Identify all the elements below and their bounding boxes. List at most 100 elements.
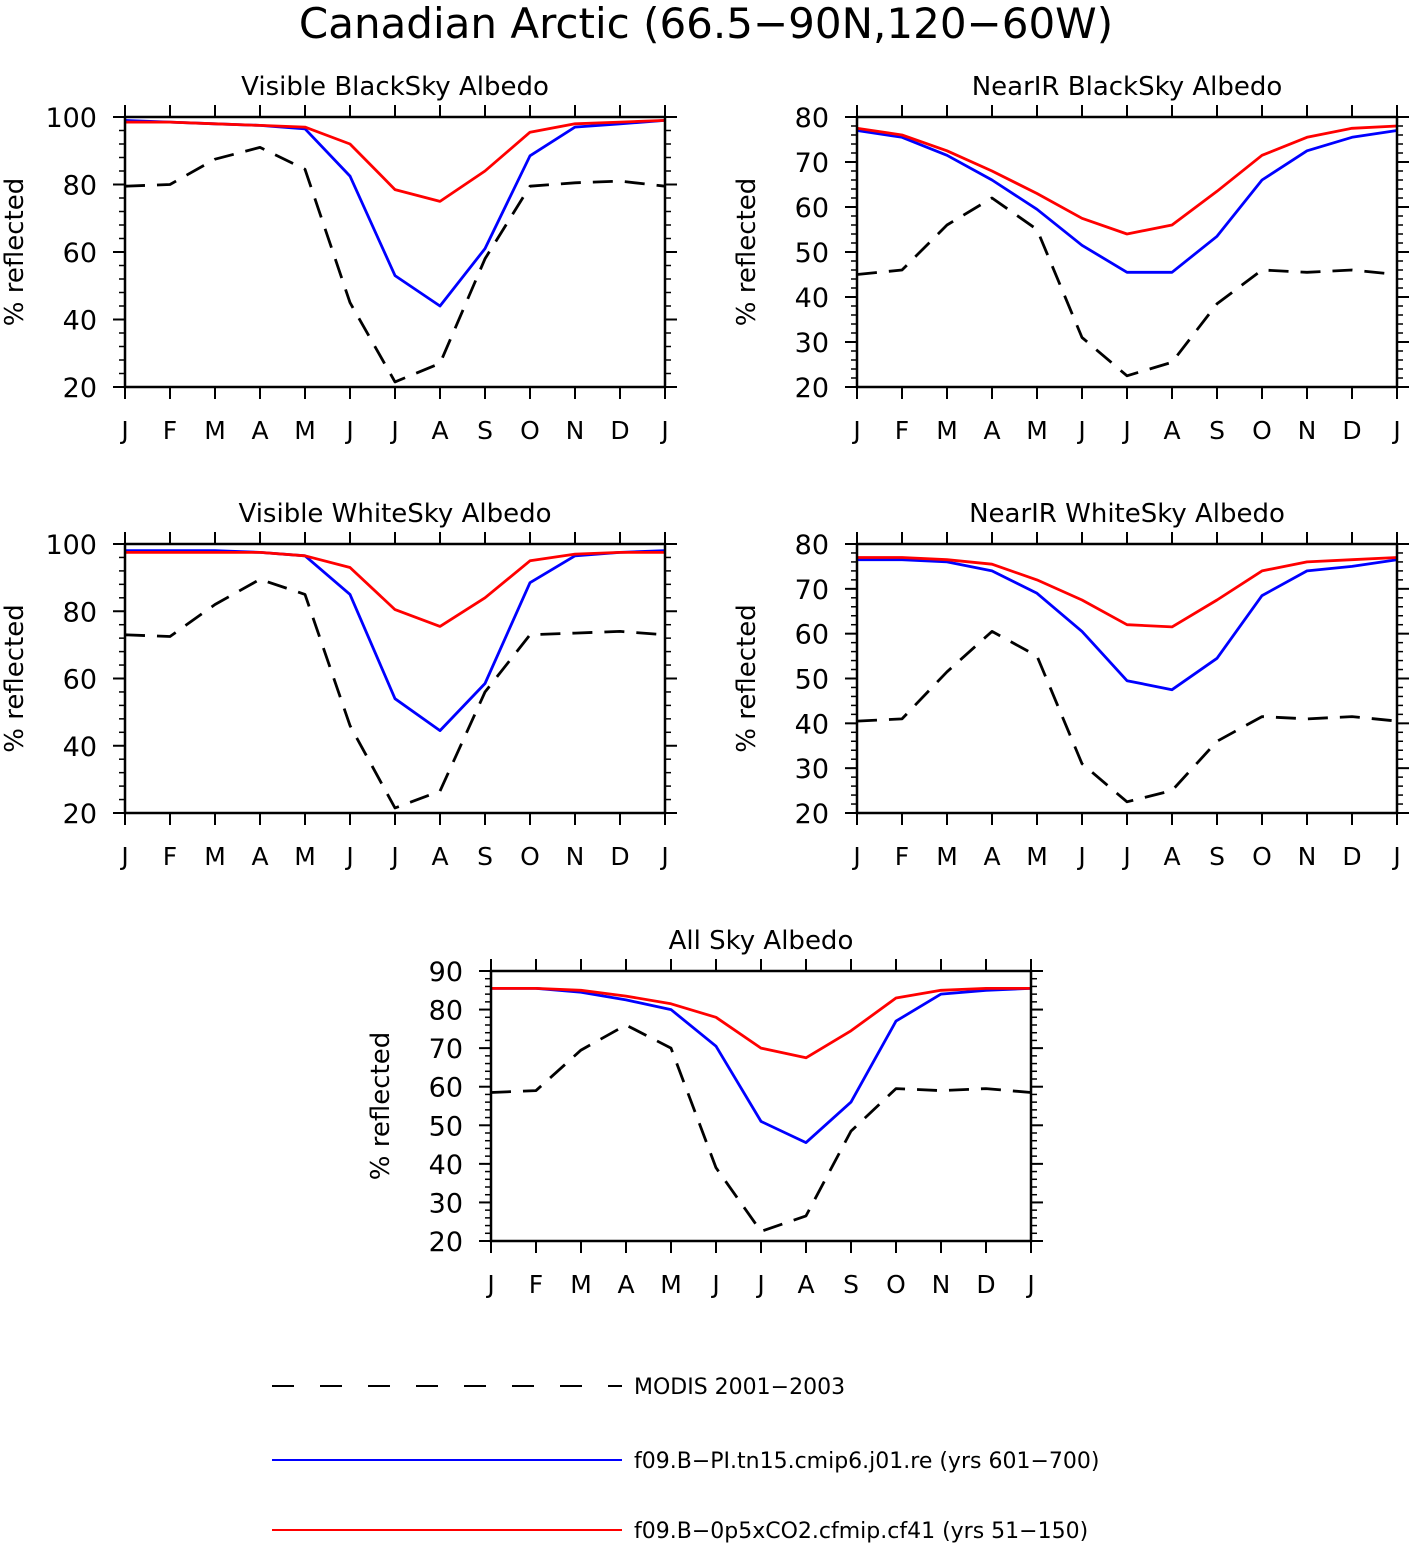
x-tick-label: O [1252, 416, 1272, 445]
x-tick-label: J [344, 842, 353, 871]
y-tick-label: 40 [795, 709, 829, 740]
x-tick-label: S [477, 416, 493, 445]
y-tick-label: 30 [795, 328, 829, 359]
y-axis-label: % reflected [366, 1032, 396, 1180]
y-tick-label: 70 [429, 1034, 463, 1065]
y-tick-label: 60 [795, 620, 829, 651]
y-tick-label: 80 [63, 171, 97, 202]
y-tick-label: 20 [429, 1227, 463, 1258]
x-tick-label: A [431, 416, 448, 445]
x-tick-label: M [936, 842, 958, 871]
chart-panel-5: All Sky Albedo % reflected 20 30 40 50 60 70 80 9… [366, 926, 1043, 1299]
y-axis-label: % reflected [732, 604, 762, 752]
y-tick-label: 30 [429, 1188, 463, 1219]
x-tick-label: A [431, 842, 448, 871]
x-tick-label: S [1209, 416, 1225, 445]
x-tick-label: O [520, 416, 540, 445]
panel-title: Visible BlackSky Albedo [241, 72, 549, 102]
y-tick-label: 70 [795, 575, 829, 606]
y-tick-label: 100 [45, 103, 97, 134]
y-tick-label: 20 [795, 373, 829, 404]
plot-frame [123, 115, 667, 389]
x-tick-label: F [895, 416, 909, 445]
x-tick-label: J [851, 842, 860, 871]
series-line-3 [856, 124, 1398, 236]
panel-title: NearIR WhiteSky Albedo [969, 499, 1285, 529]
series-line-3 [125, 119, 666, 203]
y-tick-label: 20 [63, 373, 97, 404]
legend-item-3: f09.B−0p5xCO2.cfmip.cf41 (yrs 51−150) [272, 1519, 1088, 1544]
x-tick-label: O [1252, 842, 1272, 871]
x-tick-label: S [1209, 842, 1225, 871]
series-line-2 [857, 558, 1398, 692]
x-tick-label: J [659, 842, 668, 871]
x-tick-label: J [755, 1270, 764, 1299]
y-tick-label: 60 [429, 1073, 463, 1104]
x-tick-label: F [163, 416, 177, 445]
y-tick-label: 40 [795, 283, 829, 314]
y-tick-label: 80 [63, 597, 97, 628]
x-tick-label: D [1342, 416, 1361, 445]
x-tick-label: J [119, 842, 128, 871]
y-tick-label: 40 [63, 306, 97, 337]
series-line-3 [491, 987, 1031, 1060]
panel-title: Visible WhiteSky Albedo [238, 499, 551, 529]
plot-frame [855, 542, 1399, 815]
legend-label: MODIS 2001−2003 [634, 1375, 845, 1400]
x-tick-label: A [1163, 416, 1180, 445]
x-tick-label: N [932, 1270, 951, 1299]
x-tick-label: A [797, 1270, 814, 1299]
y-tick-label: 80 [795, 103, 829, 134]
y-tick-label: 100 [45, 530, 97, 561]
y-axis-label: % reflected [0, 604, 30, 752]
x-tick-label: N [1298, 416, 1317, 445]
x-tick-label: J [1391, 416, 1400, 445]
y-tick-label: 50 [795, 665, 829, 696]
y-tick-label: 60 [795, 193, 829, 224]
y-tick-label: 30 [795, 754, 829, 785]
y-tick-label: 60 [63, 665, 97, 696]
x-tick-label: M [294, 416, 316, 445]
series-line-2 [491, 987, 1032, 1144]
x-tick-label: M [294, 842, 316, 871]
x-tick-label: N [1298, 842, 1317, 871]
legend-item-1: MODIS 2001−2003 [272, 1375, 845, 1400]
panel-title: All Sky Albedo [669, 926, 854, 956]
x-tick-label: O [520, 842, 540, 871]
legend: MODIS 2001−2003 f09.B−PI.tn15.cmip6.j01.r… [272, 1375, 1099, 1544]
y-tick-label: 60 [63, 238, 97, 269]
x-tick-label: J [344, 416, 353, 445]
series-line-1 [490, 1023, 1032, 1233]
x-tick-label: J [1391, 842, 1400, 871]
x-tick-label: N [566, 416, 585, 445]
plot-frame [489, 969, 1033, 1243]
x-tick-label: F [529, 1270, 543, 1299]
figure-title: Canadian Arctic (66.5−90N,120−60W) [299, 0, 1113, 48]
x-tick-label: A [251, 842, 268, 871]
x-tick-label: J [485, 1270, 494, 1299]
x-tick-label: J [1121, 842, 1130, 871]
x-tick-label: D [1342, 842, 1361, 871]
x-tick-label: J [851, 416, 860, 445]
x-tick-label: A [1163, 842, 1180, 871]
legend-label: f09.B−0p5xCO2.cfmip.cf41 (yrs 51−150) [634, 1519, 1088, 1544]
y-tick-label: 40 [63, 732, 97, 763]
chart-panel-3: Visible WhiteSky Albedo % reflected 20 40 60… [0, 499, 677, 871]
y-tick-label: 50 [795, 238, 829, 269]
x-tick-label: N [566, 842, 585, 871]
x-tick-label: J [1076, 416, 1085, 445]
x-tick-label: F [163, 842, 177, 871]
legend-label: f09.B−PI.tn15.cmip6.j01.re (yrs 601−700) [634, 1449, 1099, 1474]
x-tick-label: M [1026, 416, 1048, 445]
y-tick-label: 70 [795, 148, 829, 179]
y-tick-label: 20 [795, 799, 829, 830]
y-tick-label: 20 [63, 799, 97, 830]
x-tick-label: D [610, 416, 629, 445]
y-axis-label: % reflected [0, 178, 30, 326]
x-tick-label: M [1026, 842, 1048, 871]
x-tick-label: D [976, 1270, 995, 1299]
x-tick-label: S [843, 1270, 859, 1299]
y-axis-label: % reflected [732, 178, 762, 326]
panel-title: NearIR BlackSky Albedo [972, 72, 1283, 102]
x-tick-label: M [204, 842, 226, 871]
